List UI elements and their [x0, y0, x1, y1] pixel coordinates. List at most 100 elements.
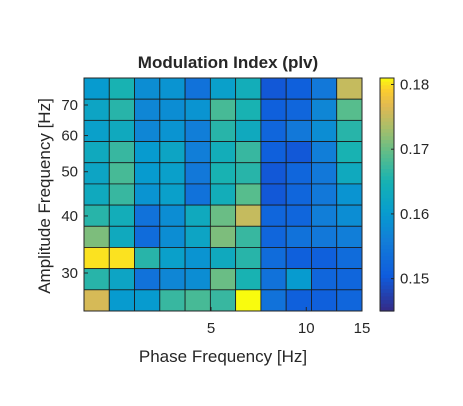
heatmap-cell — [311, 119, 338, 142]
heatmap-cell — [184, 225, 211, 248]
colorbar-segment — [380, 154, 394, 159]
colorbar-segment — [380, 209, 394, 214]
colorbar-segment — [380, 252, 394, 257]
x-tick-label: 15 — [354, 320, 371, 337]
chart-title: Modulation Index (plv) — [138, 53, 318, 72]
colorbar-segment — [380, 300, 394, 305]
heatmap-cell — [336, 77, 363, 100]
heatmap-cell — [209, 119, 237, 142]
heatmap-cell — [311, 204, 338, 227]
heatmap-cell — [159, 77, 186, 100]
colorbar-segment — [380, 238, 394, 243]
colorbar-segment — [380, 165, 394, 170]
colorbar-segment — [380, 121, 394, 126]
x-tick-label: 5 — [207, 320, 215, 337]
colorbar-segment — [380, 256, 394, 261]
heatmap-cell — [184, 247, 211, 270]
heatmap-cell — [209, 268, 237, 291]
colorbar-segment — [380, 296, 394, 301]
heatmap-cell — [184, 119, 211, 142]
heatmap-cell — [235, 119, 262, 142]
heatmap-cell — [209, 225, 237, 248]
heatmap-cell — [159, 247, 186, 270]
heatmap-cell — [108, 225, 135, 248]
colorbar-segment — [380, 176, 394, 181]
heatmap-cell — [108, 98, 135, 121]
heatmap-cell — [336, 289, 363, 312]
colorbar-segment — [380, 78, 394, 83]
heatmap-cell — [134, 119, 161, 142]
colorbar-tick-label: 0.16 — [400, 206, 429, 223]
heatmap-cell — [209, 141, 237, 164]
heatmap-cell — [260, 119, 287, 142]
heatmap-cell — [336, 225, 363, 248]
heatmap-cell — [134, 98, 161, 121]
x-axis-ticks: 5 10 15 — [207, 307, 371, 337]
heatmap-cell — [184, 183, 211, 206]
colorbar-segment — [380, 303, 394, 308]
colorbar-segment — [380, 292, 394, 298]
heatmap-cell — [209, 183, 237, 206]
colorbar-segment — [380, 139, 394, 145]
heatmap-cell — [311, 183, 338, 206]
colorbar-segment — [380, 201, 394, 207]
colorbar-segment — [380, 307, 394, 312]
colorbar-tick-label: 0.15 — [400, 271, 429, 288]
colorbar-segment — [380, 147, 394, 152]
x-axis-label: Phase Frequency [Hz] — [139, 347, 307, 366]
heatmap-cell — [336, 119, 363, 142]
colorbar-segment — [380, 223, 394, 228]
heatmap-cell — [108, 289, 135, 312]
heatmap-cell — [134, 289, 161, 312]
heatmap-cell — [311, 247, 338, 270]
colorbar-segment — [380, 172, 394, 177]
colorbar-segment — [380, 183, 394, 188]
y-tick-label: 70 — [61, 97, 78, 114]
heatmap-cell — [311, 268, 338, 291]
heatmap-cell — [159, 225, 186, 248]
colorbar-segment — [380, 125, 394, 130]
heatmap-cell — [285, 268, 312, 291]
heatmap-cell — [285, 141, 312, 164]
heatmap-cell — [184, 141, 211, 164]
heatmap-cell — [285, 183, 312, 206]
heatmap-cell — [336, 268, 363, 291]
heatmap-cell — [134, 77, 161, 100]
heatmap-cell — [134, 183, 161, 206]
colorbar: 0.15 0.16 0.17 0.18 — [379, 76, 429, 312]
heatmap-cell — [108, 268, 135, 291]
heatmap-cell — [184, 98, 211, 121]
heatmap-cell — [209, 77, 237, 100]
colorbar-segment — [380, 260, 394, 265]
heatmap-cell — [83, 77, 110, 100]
heatmap-cell — [108, 183, 135, 206]
colorbar-segment — [380, 85, 394, 90]
colorbar-segment — [380, 230, 394, 236]
heatmap-cell — [159, 98, 186, 121]
colorbar-segment — [380, 158, 394, 163]
colorbar-segment — [380, 249, 394, 254]
colorbar-segment — [380, 81, 394, 86]
heatmap-cell — [83, 289, 110, 312]
heatmap-cell — [108, 119, 135, 142]
heatmap-cell — [285, 77, 312, 100]
heatmap-cell — [159, 141, 186, 164]
heatmap-cell — [159, 204, 186, 227]
colorbar-segment — [380, 99, 394, 105]
heatmap-cell — [260, 141, 287, 164]
heatmap-cell — [285, 98, 312, 121]
colorbar-segment — [380, 205, 394, 210]
heatmap-cell — [285, 204, 312, 227]
heatmap-cell — [285, 247, 312, 270]
heatmap-cell — [260, 77, 287, 100]
colorbar-segment — [380, 212, 394, 217]
colorbar-segment — [380, 150, 394, 156]
heatmap-cell — [184, 162, 211, 185]
heatmap-cell — [184, 289, 211, 312]
heatmap-cell — [83, 183, 110, 206]
heatmap-cell — [209, 98, 237, 121]
colorbar-segment — [380, 194, 394, 199]
heatmap-cell — [184, 204, 211, 227]
heatmap-cell — [83, 162, 110, 185]
